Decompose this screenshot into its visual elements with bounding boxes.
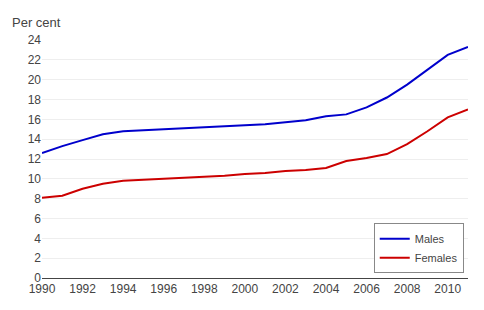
svg-text:2006: 2006 — [353, 282, 380, 296]
svg-text:1996: 1996 — [150, 282, 177, 296]
svg-text:10: 10 — [28, 172, 42, 186]
svg-text:1990: 1990 — [29, 282, 56, 296]
svg-text:2002: 2002 — [272, 282, 299, 296]
svg-text:1998: 1998 — [191, 282, 218, 296]
svg-text:16: 16 — [28, 113, 42, 127]
svg-text:24: 24 — [28, 33, 42, 47]
svg-text:22: 22 — [28, 53, 42, 67]
svg-text:2004: 2004 — [313, 282, 340, 296]
svg-text:1992: 1992 — [69, 282, 96, 296]
svg-text:2: 2 — [34, 251, 41, 265]
svg-text:18: 18 — [28, 93, 42, 107]
svg-text:6: 6 — [34, 212, 41, 226]
svg-text:0: 0 — [34, 271, 41, 285]
svg-text:4: 4 — [34, 232, 41, 246]
svg-text:2010: 2010 — [434, 282, 461, 296]
svg-text:Males: Males — [415, 233, 445, 245]
svg-text:20: 20 — [28, 73, 42, 87]
svg-text:2008: 2008 — [394, 282, 421, 296]
svg-text:2000: 2000 — [232, 282, 259, 296]
svg-text:12: 12 — [28, 152, 42, 166]
svg-text:Per cent: Per cent — [12, 15, 61, 30]
svg-text:Females: Females — [415, 252, 458, 264]
svg-text:14: 14 — [28, 132, 42, 146]
svg-text:8: 8 — [34, 192, 41, 206]
svg-text:1994: 1994 — [110, 282, 137, 296]
